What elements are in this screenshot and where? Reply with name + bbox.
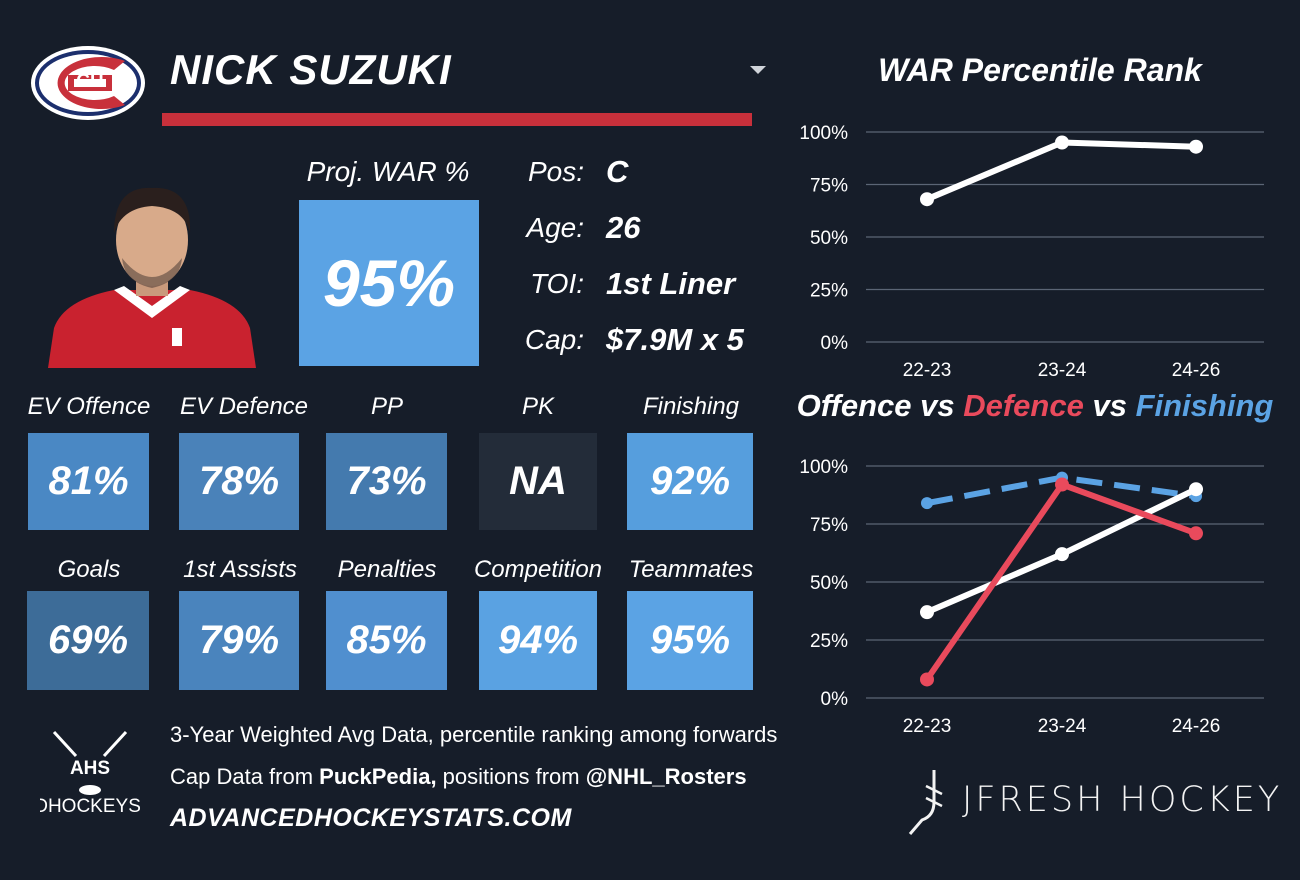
first-assists-tile: 79% [179, 591, 299, 690]
pk-label: PK [521, 393, 554, 420]
finishing-label: Finishing [642, 393, 740, 420]
proj-war-value: 95% [299, 200, 479, 366]
ev-offence-tile: 81% [28, 433, 149, 530]
footer-cap-prefix: Cap Data from [170, 764, 320, 789]
competition-label: Competition [473, 556, 603, 583]
title-vs-1: vs [911, 388, 964, 423]
teammates-label: Teammates [628, 556, 754, 583]
name-underline [162, 113, 752, 126]
y-tick-label: 100% [799, 457, 848, 478]
penalties-label: Penalties [337, 556, 437, 583]
offence-defence-finishing-title: Offence vs Defence vs Finishing [780, 388, 1290, 424]
y-tick-label: 75% [810, 515, 848, 536]
y-tick-label: 75% [810, 176, 848, 197]
x-tick-label: 24-26 [1172, 360, 1221, 381]
footer-nhl-rosters: @NHL_Rosters [585, 764, 747, 789]
data-point [1055, 135, 1069, 150]
teammates-tile: 95% [627, 591, 753, 690]
canadiens-logo: CH [31, 46, 145, 120]
footer-positions: positions from [436, 764, 586, 789]
title-offence: Offence [796, 388, 912, 423]
title-finishing: Finishing [1135, 388, 1274, 423]
proj-war-label: Proj. WAR % [306, 156, 470, 187]
cap-label: Cap: [524, 324, 584, 355]
title-vs-2: vs [1083, 388, 1136, 423]
data-point [920, 672, 934, 687]
title-defence: Defence [963, 388, 1084, 423]
ev-defence-tile: 78% [179, 433, 299, 530]
ev-defence-label: EV Defence [179, 393, 309, 420]
y-tick-label: 50% [810, 228, 848, 249]
y-tick-label: 25% [810, 281, 848, 302]
player-photo [48, 187, 256, 368]
chevron-down-icon[interactable] [750, 66, 766, 74]
data-point [1055, 477, 1069, 492]
footer-puckpedia: PuckPedia, [319, 764, 437, 789]
ahs-logo-text: AHS [70, 758, 110, 779]
jfresh-hockey-logo [908, 770, 943, 835]
war-percentile-chart: 0% 25% 50% 75% 100% 22-23 23-24 24-26 [799, 123, 1264, 381]
x-tick-label: 24-26 [1172, 716, 1221, 737]
y-tick-label: 0% [821, 689, 849, 710]
goals-tile: 69% [27, 591, 149, 690]
ahs-logo-subtext: ADVANCEDHOCKEYSTATS.COM [40, 796, 140, 817]
footer-url-link[interactable]: ADVANCEDHOCKEYSTATS.COM [170, 804, 572, 832]
ahs-logo: AHS ADVANCEDHOCKEYSTATS.COM [40, 730, 140, 817]
position-label: Pos: [527, 156, 584, 187]
x-tick-label: 23-24 [1038, 360, 1087, 381]
data-point [920, 605, 934, 620]
data-point [1189, 482, 1203, 497]
data-point [1189, 139, 1203, 154]
x-tick-label: 22-23 [903, 360, 952, 381]
age-label: Age: [526, 212, 584, 243]
data-point [921, 497, 933, 510]
cap-value: $7.9M x 5 [606, 322, 744, 357]
ev-offence-label: EV Offence [27, 393, 151, 420]
penalties-tile: 85% [326, 591, 447, 690]
finishing-tile: 92% [627, 433, 753, 530]
pp-tile: 73% [326, 433, 447, 530]
series-line [925, 139, 1197, 202]
y-tick-label: 25% [810, 631, 848, 652]
offence-defence-finishing-chart: 0% 25% 50% 75% 100% 22-23 23-24 24-26 [799, 457, 1264, 737]
x-tick-label: 22-23 [903, 716, 952, 737]
data-point [1055, 547, 1069, 562]
data-point [1189, 526, 1203, 541]
footer-sources: Cap Data from PuckPedia, positions from … [170, 764, 747, 790]
first-assists-label: 1st Assists [183, 556, 297, 583]
position-value: C [606, 154, 629, 189]
x-tick-label: 23-24 [1038, 716, 1087, 737]
pk-tile: NA [479, 433, 597, 530]
toi-label: TOI: [530, 268, 584, 299]
pp-label: PP [370, 393, 403, 420]
war-chart-title: WAR Percentile Rank [878, 52, 1202, 88]
data-point [920, 192, 934, 207]
y-tick-label: 0% [821, 333, 849, 354]
y-tick-label: 50% [810, 573, 848, 594]
y-tick-label: 100% [799, 123, 848, 144]
toi-value: 1st Liner [606, 266, 736, 301]
footer-note: 3-Year Weighted Avg Data, percentile ran… [170, 722, 778, 747]
goals-label: Goals [57, 556, 121, 583]
age-value: 26 [606, 210, 641, 245]
competition-tile: 94% [479, 591, 597, 690]
jfresh-hockey-brand: JFRESH HOCKEY [962, 780, 1283, 820]
logo-text: CH [76, 71, 103, 92]
player-name: NICK SUZUKI [170, 46, 452, 93]
